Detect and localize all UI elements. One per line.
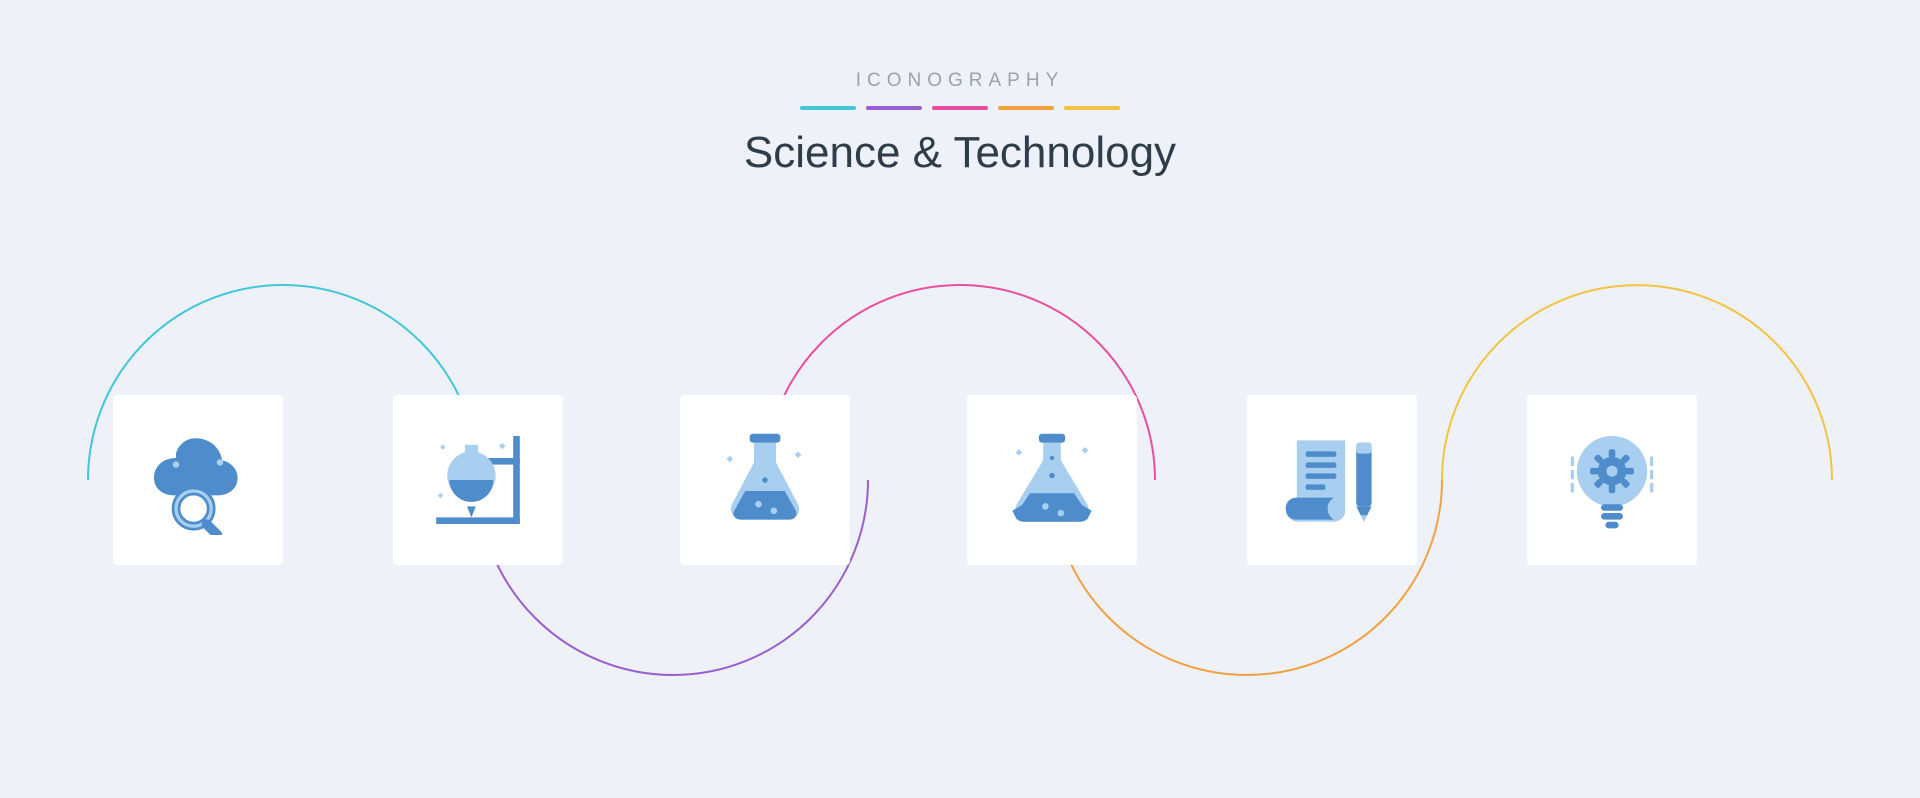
underline-row [0,106,1920,110]
underline-segment [800,106,856,110]
icon-card [680,395,850,565]
icon-card [113,395,283,565]
flask-stand-icon [423,425,533,535]
icon-card [1527,395,1697,565]
chemical-flask-icon [710,425,820,535]
icon-card [967,395,1137,565]
underline-segment [932,106,988,110]
header: ICONOGRAPHY Science & Technology [0,0,1920,178]
underline-segment [1064,106,1120,110]
page-title: Science & Technology [0,128,1920,178]
icon-card [1247,395,1417,565]
cloud-search-icon [143,425,253,535]
icon-card [393,395,563,565]
lightbulb-gear-icon [1557,425,1667,535]
erlenmeyer-flask-icon [997,425,1107,535]
overline-label: ICONOGRAPHY [0,70,1920,92]
underline-segment [998,106,1054,110]
icon-stage [0,240,1920,720]
document-pencil-icon [1277,425,1387,535]
underline-segment [866,106,922,110]
